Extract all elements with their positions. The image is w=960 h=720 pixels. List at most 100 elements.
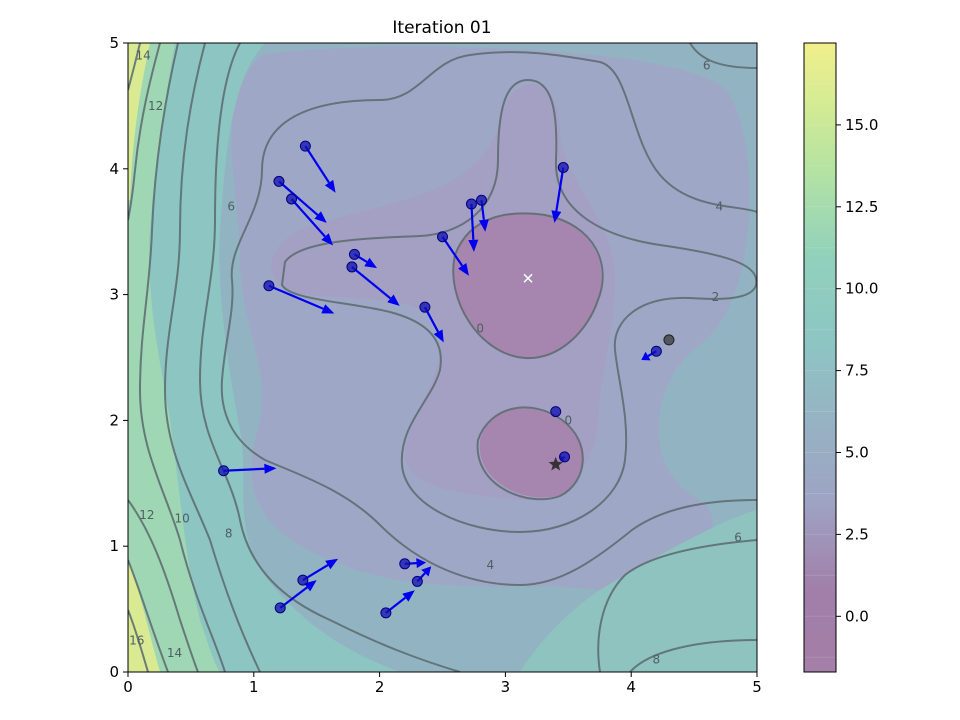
contour-label: 4 [715,200,723,214]
velocity-arrow-head [551,210,562,223]
x-axis: 0 1 2 3 4 5 [123,672,762,696]
velocity-arrow-head [421,566,432,577]
contour-line-0-upper [452,212,604,360]
colorbar-frame [803,42,837,673]
velocity-arrow-head [433,329,444,343]
colorbar-ticks: 0.0 2.5 5.0 7.5 10.0 12.5 15.0 [836,116,878,625]
colorbar: 0.0 2.5 5.0 7.5 10.0 12.5 15.0 [803,42,878,673]
velocity-arrow-head [641,351,651,361]
y-axis: 0 1 2 3 4 5 [109,34,128,681]
contour-line-8 [163,43,757,672]
particle-point [411,575,423,587]
true-minimum-marker [523,273,533,283]
velocity-arrow [223,467,265,472]
contour-line-6 [198,43,757,672]
y-tick-label: 3 [109,286,119,304]
particle-point [419,301,431,313]
particle-point [218,465,230,477]
velocity-arrow-head [387,294,400,306]
colorbar-bands [804,83,836,658]
region-level-0 [453,212,602,359]
velocity-arrow [268,284,324,310]
markers [523,273,675,471]
x-tick-label: 5 [752,678,762,696]
velocity-arrow [351,266,392,300]
x-tick-label: 4 [626,678,636,696]
contour-line-2 [280,78,757,534]
contour-label: 8 [225,527,233,541]
contour-line-16 [128,609,149,672]
x-tick-label: 1 [249,678,259,696]
particle-point [380,607,392,619]
velocity-arrow-head [416,558,427,569]
y-tick-label: 4 [109,160,119,178]
colorbar-tick-label: 15.0 [845,116,878,134]
velocity-arrow [470,203,475,240]
colorbar-tick-label: 12.5 [845,198,878,216]
particle-point [273,175,285,187]
velocity-arrow [290,198,326,238]
contour-label: 14 [167,646,182,660]
particle-point [650,345,662,357]
particle-point [274,602,286,614]
velocity-arrow-head [321,304,335,314]
velocity-arrow-head [478,219,489,232]
colorbar-tick-label: 10.0 [845,280,878,298]
particle-point [263,280,275,292]
particle-point [465,198,477,210]
velocity-arrow [304,145,330,184]
contour-label: 10 [174,512,189,526]
particle-point [346,261,358,273]
y-tick-label: 1 [109,537,119,555]
velocity-arrow-head [458,262,469,276]
velocity-arrow-head [321,233,334,246]
colorbar-tick-label: 2.5 [845,525,869,543]
chart-title: Iteration 01 [392,18,491,38]
previous-best-point [663,334,675,346]
region-level-0b [479,408,583,498]
particle-point [557,162,569,174]
particle-point [297,574,309,586]
particle-point [475,194,487,206]
contour-line-0-lower [476,406,584,501]
velocity-arrow [555,167,565,212]
particle-point [286,193,298,205]
contour-label: 6 [734,530,742,544]
velocity-arrow-head [364,257,378,269]
velocity-arrow [279,586,308,609]
contour-label: 4 [486,558,494,572]
velocity-arrow-head [325,558,339,570]
particle-point [299,140,311,152]
contour-line-10 [138,43,226,672]
velocity-arrow [441,236,464,267]
particle-point [559,451,571,463]
x-tick-label: 3 [501,678,511,696]
colorbar-gradient [804,43,836,672]
colorbar-tick-label: 7.5 [845,362,869,380]
contour-label: 8 [653,652,661,666]
velocity-arrow-head [324,179,336,193]
contour-line-12 [128,43,199,672]
region-level-10 [128,43,220,672]
contour-lines [128,43,757,672]
contour-label: 14 [135,49,150,63]
contour-label: 0 [476,322,484,336]
particle-point [437,231,448,243]
contour-line-14 [128,43,169,672]
region-level-14 [128,43,160,672]
contour-label: 0 [564,413,572,427]
y-tick-label: 2 [109,411,119,429]
contour-label: 6 [227,200,235,214]
velocity-arrow-head [468,239,479,252]
velocity-arrow [278,180,319,216]
contour-labels: 14 12 6 6 4 2 0 0 12 10 8 4 6 8 16 14 [129,49,742,667]
y-tick-label: 0 [109,663,119,681]
x-tick-label: 2 [375,678,385,696]
region-level-5-7 [128,43,400,672]
particle-point [550,406,562,418]
plot-area: 14 12 6 6 4 2 0 0 12 10 8 4 6 8 16 14 [128,43,757,672]
contour-label: 16 [129,634,144,648]
y-tick-label: 5 [109,34,119,52]
particles [218,140,662,619]
